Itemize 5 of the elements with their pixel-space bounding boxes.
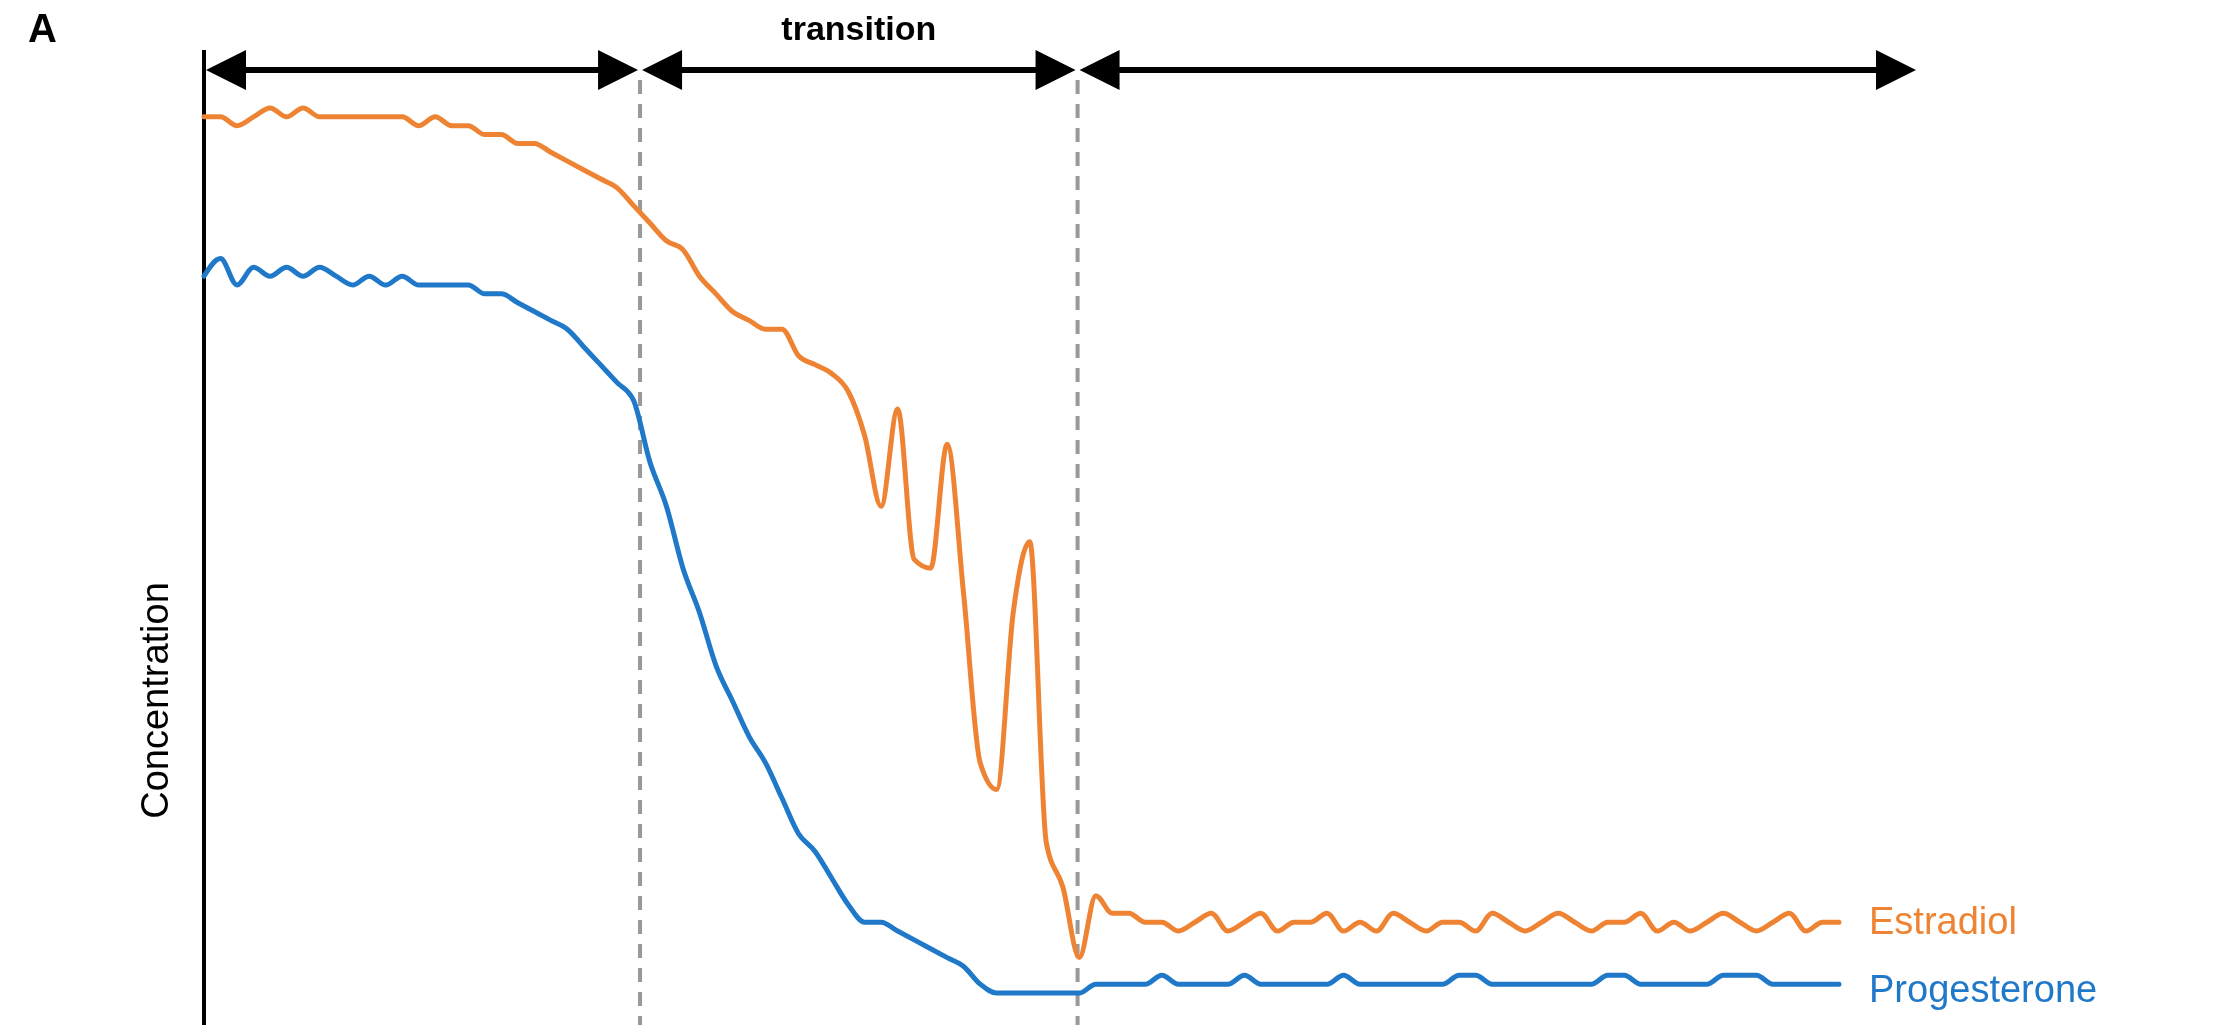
series-label: Progesterone — [1869, 968, 2098, 1011]
text: A — [28, 6, 57, 50]
text: transition — [781, 9, 937, 47]
y-axis-title: Concentration — [134, 582, 176, 819]
series-label: Estradiol — [1869, 900, 2017, 943]
